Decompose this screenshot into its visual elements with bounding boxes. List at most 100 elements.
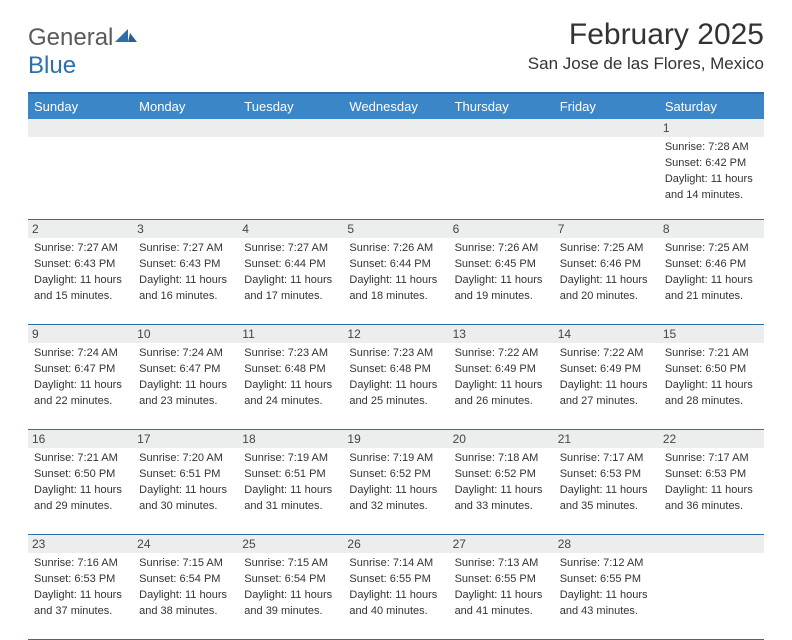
sun-info-line: Sunrise: 7:23 AM [347, 345, 444, 361]
calendar-cell: Sunrise: 7:16 AMSunset: 6:53 PMDaylight:… [28, 553, 133, 639]
sun-info-line [663, 558, 760, 559]
calendar-cell [28, 137, 133, 219]
sun-info-line: Sunrise: 7:12 AM [558, 555, 655, 571]
sun-info-line: and 40 minutes. [347, 603, 444, 619]
sun-info-line: and 39 minutes. [242, 603, 339, 619]
sun-info-line: Sunset: 6:47 PM [32, 361, 129, 377]
day-number: 9 [28, 325, 133, 343]
sun-info-line: Sunrise: 7:19 AM [242, 450, 339, 466]
sun-info-line: Sunrise: 7:27 AM [137, 240, 234, 256]
sun-info-line: and 25 minutes. [347, 393, 444, 409]
calendar-cell [449, 137, 554, 219]
calendar-cell: Sunrise: 7:25 AMSunset: 6:46 PMDaylight:… [659, 238, 764, 324]
calendar-cell: Sunrise: 7:25 AMSunset: 6:46 PMDaylight:… [554, 238, 659, 324]
day-number: 10 [133, 325, 238, 343]
sun-info-line: Sunrise: 7:15 AM [137, 555, 234, 571]
sun-info-line: Sunset: 6:55 PM [347, 571, 444, 587]
sun-info-line: Sunrise: 7:24 AM [32, 345, 129, 361]
day-number: 21 [554, 430, 659, 448]
calendar-cell: Sunrise: 7:18 AMSunset: 6:52 PMDaylight:… [449, 448, 554, 534]
calendar-cell: Sunrise: 7:21 AMSunset: 6:50 PMDaylight:… [28, 448, 133, 534]
sun-info-line: Sunrise: 7:16 AM [32, 555, 129, 571]
sun-info-line: Sunrise: 7:25 AM [558, 240, 655, 256]
sun-info-line: Daylight: 11 hours [663, 272, 760, 288]
sun-info-line: and 32 minutes. [347, 498, 444, 514]
sun-info-line: Sunset: 6:55 PM [558, 571, 655, 587]
calendar-cell: Sunrise: 7:22 AMSunset: 6:49 PMDaylight:… [449, 343, 554, 429]
day-number [659, 535, 764, 553]
sun-info-line: Sunset: 6:43 PM [32, 256, 129, 272]
calendar-cell: Sunrise: 7:17 AMSunset: 6:53 PMDaylight:… [554, 448, 659, 534]
sun-info-line: Sunrise: 7:15 AM [242, 555, 339, 571]
weekday-label: Wednesday [343, 94, 448, 119]
sun-info-line [137, 142, 234, 143]
sun-info-line: Sunset: 6:51 PM [242, 466, 339, 482]
calendar-cell: Sunrise: 7:15 AMSunset: 6:54 PMDaylight:… [238, 553, 343, 639]
day-number: 27 [449, 535, 554, 553]
sun-info-line: Sunrise: 7:17 AM [663, 450, 760, 466]
sun-info-line: Sunset: 6:46 PM [558, 256, 655, 272]
sun-info-line: Daylight: 11 hours [137, 587, 234, 603]
daynum-row: 16171819202122 [28, 430, 764, 448]
sun-info-line: Sunrise: 7:22 AM [453, 345, 550, 361]
sun-info-line: Daylight: 11 hours [32, 587, 129, 603]
sun-info-line [32, 142, 129, 143]
sun-info-line: Sunrise: 7:20 AM [137, 450, 234, 466]
sun-info-line: Sunset: 6:44 PM [347, 256, 444, 272]
sun-info-line: Daylight: 11 hours [347, 587, 444, 603]
day-number: 17 [133, 430, 238, 448]
sun-info-line: Daylight: 11 hours [347, 377, 444, 393]
day-number: 1 [659, 119, 764, 137]
sun-info-line: and 16 minutes. [137, 288, 234, 304]
daynum-row: 1 [28, 119, 764, 137]
sun-info-line: and 36 minutes. [663, 498, 760, 514]
day-number: 12 [343, 325, 448, 343]
day-number: 24 [133, 535, 238, 553]
day-number: 23 [28, 535, 133, 553]
sun-info-line: Daylight: 11 hours [137, 377, 234, 393]
sun-info-line: Sunset: 6:45 PM [453, 256, 550, 272]
logo-mark-icon [115, 24, 137, 42]
calendar-cell [133, 137, 238, 219]
calendar-cell [343, 137, 448, 219]
sun-info-line: Sunset: 6:49 PM [558, 361, 655, 377]
sun-info-line: Daylight: 11 hours [663, 377, 760, 393]
sun-info-line: Sunset: 6:53 PM [32, 571, 129, 587]
sun-info-line: Sunrise: 7:26 AM [347, 240, 444, 256]
sun-info-line: Sunrise: 7:17 AM [558, 450, 655, 466]
sun-info-line: and 21 minutes. [663, 288, 760, 304]
week-row: Sunrise: 7:16 AMSunset: 6:53 PMDaylight:… [28, 553, 764, 640]
sun-info-line: Sunset: 6:48 PM [242, 361, 339, 377]
sun-info-line: and 41 minutes. [453, 603, 550, 619]
day-number: 16 [28, 430, 133, 448]
sun-info-line [347, 142, 444, 143]
sun-info-line: Sunrise: 7:24 AM [137, 345, 234, 361]
calendar-cell [659, 553, 764, 639]
calendar-cell: Sunrise: 7:22 AMSunset: 6:49 PMDaylight:… [554, 343, 659, 429]
calendar-cell: Sunrise: 7:23 AMSunset: 6:48 PMDaylight:… [343, 343, 448, 429]
sun-info-line: and 24 minutes. [242, 393, 339, 409]
sun-info-line: Daylight: 11 hours [32, 377, 129, 393]
sun-info-line: and 29 minutes. [32, 498, 129, 514]
calendar-cell: Sunrise: 7:28 AMSunset: 6:42 PMDaylight:… [659, 137, 764, 219]
sun-info-line: Sunset: 6:51 PM [137, 466, 234, 482]
sun-info-line: Daylight: 11 hours [32, 272, 129, 288]
sun-info-line: Daylight: 11 hours [347, 482, 444, 498]
sun-info-line: Daylight: 11 hours [558, 482, 655, 498]
sun-info-line: Sunrise: 7:22 AM [558, 345, 655, 361]
week-row: Sunrise: 7:24 AMSunset: 6:47 PMDaylight:… [28, 343, 764, 430]
day-number: 15 [659, 325, 764, 343]
sun-info-line: and 19 minutes. [453, 288, 550, 304]
sun-info-line: Daylight: 11 hours [32, 482, 129, 498]
sun-info-line: Sunset: 6:44 PM [242, 256, 339, 272]
calendar-cell [554, 137, 659, 219]
calendar-cell: Sunrise: 7:24 AMSunset: 6:47 PMDaylight:… [133, 343, 238, 429]
sun-info-line: Sunset: 6:54 PM [137, 571, 234, 587]
sun-info-line: Sunset: 6:52 PM [347, 466, 444, 482]
sun-info-line: and 43 minutes. [558, 603, 655, 619]
daynum-row: 9101112131415 [28, 325, 764, 343]
sun-info-line: Daylight: 11 hours [558, 377, 655, 393]
sun-info-line: Daylight: 11 hours [137, 272, 234, 288]
sun-info-line [453, 142, 550, 143]
calendar-cell: Sunrise: 7:15 AMSunset: 6:54 PMDaylight:… [133, 553, 238, 639]
